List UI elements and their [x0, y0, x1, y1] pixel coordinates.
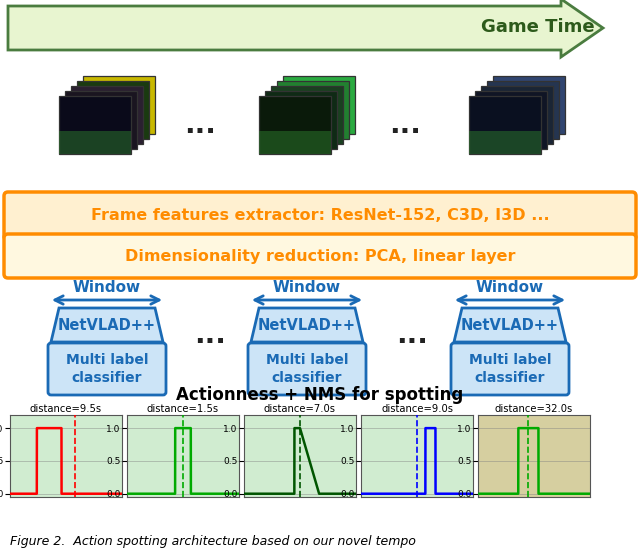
FancyArrow shape: [8, 0, 603, 57]
Bar: [259, 96, 331, 154]
Text: Multi label
classifier: Multi label classifier: [468, 353, 551, 385]
Text: distance=32.0s: distance=32.0s: [495, 404, 573, 414]
Text: Window: Window: [73, 280, 141, 295]
Text: NetVLAD++: NetVLAD++: [258, 317, 356, 332]
FancyBboxPatch shape: [4, 234, 636, 278]
FancyBboxPatch shape: [451, 343, 569, 395]
Bar: [271, 86, 343, 144]
Text: distance=1.5s: distance=1.5s: [147, 404, 219, 414]
FancyBboxPatch shape: [248, 343, 366, 395]
Text: Frame features extractor: ResNet-152, C3D, I3D ...: Frame features extractor: ResNet-152, C3…: [91, 208, 549, 223]
Text: ...: ...: [396, 321, 428, 349]
Bar: [487, 81, 559, 139]
Text: Multi label
classifier: Multi label classifier: [266, 353, 348, 385]
Bar: [469, 131, 541, 154]
Text: ...: ...: [389, 111, 421, 139]
FancyBboxPatch shape: [48, 343, 166, 395]
Text: distance=9.0s: distance=9.0s: [381, 404, 453, 414]
Text: ...: ...: [194, 321, 226, 349]
Polygon shape: [251, 308, 363, 342]
Text: ...: ...: [184, 111, 216, 139]
Text: Window: Window: [476, 280, 544, 295]
Text: distance=9.5s: distance=9.5s: [30, 404, 102, 414]
Bar: [481, 86, 553, 144]
Bar: [59, 131, 131, 154]
Bar: [71, 86, 143, 144]
Text: NetVLAD++: NetVLAD++: [58, 317, 156, 332]
Bar: [259, 131, 331, 154]
Bar: [469, 96, 541, 154]
Bar: [59, 96, 131, 154]
Text: Game Time: Game Time: [481, 18, 595, 36]
Bar: [493, 76, 565, 134]
Bar: [265, 91, 337, 149]
Bar: [77, 81, 149, 139]
Bar: [283, 76, 355, 134]
Text: Multi label
classifier: Multi label classifier: [66, 353, 148, 385]
Text: Figure 2.  Action spotting architecture based on our novel tempo: Figure 2. Action spotting architecture b…: [10, 535, 416, 548]
Polygon shape: [454, 308, 566, 342]
Polygon shape: [51, 308, 163, 342]
Bar: [65, 91, 137, 149]
FancyBboxPatch shape: [4, 192, 636, 240]
Bar: [277, 81, 349, 139]
Bar: [83, 76, 155, 134]
Text: distance=7.0s: distance=7.0s: [264, 404, 336, 414]
Text: Window: Window: [273, 280, 341, 295]
Text: NetVLAD++: NetVLAD++: [461, 317, 559, 332]
Text: Actionness + NMS for spotting: Actionness + NMS for spotting: [177, 386, 463, 404]
Bar: [475, 91, 547, 149]
Text: Dimensionality reduction: PCA, linear layer: Dimensionality reduction: PCA, linear la…: [125, 249, 515, 264]
